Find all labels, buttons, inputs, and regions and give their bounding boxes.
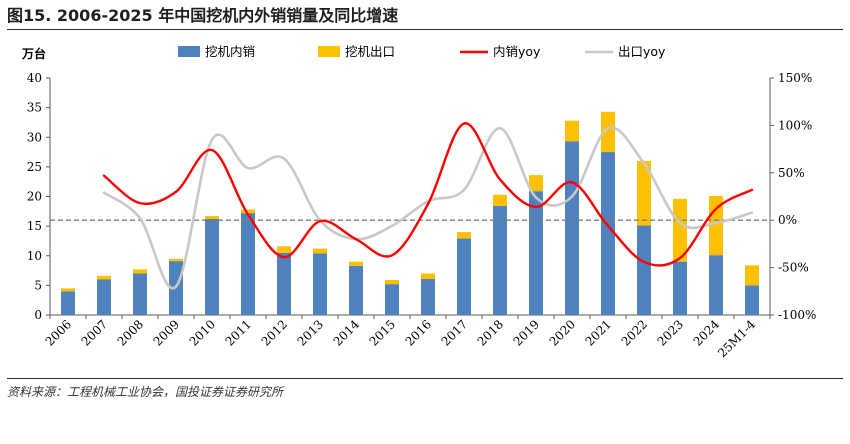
x-axis-category-label: 2021 [583,317,614,348]
x-axis-category-label: 2010 [187,317,218,348]
bar-export-sales [637,160,651,226]
bar-export-sales [97,275,111,280]
x-axis-category-label: 2015 [367,317,398,348]
bar-export-sales [61,288,75,292]
x-axis-category-label: 2018 [475,317,506,348]
bar-domestic-sales [493,205,507,315]
bar-domestic-sales [637,225,651,315]
chart-title: 图15. 2006-2025 年中国挖机内外销销量及同比增速 [7,6,399,25]
bar-export-sales [709,195,723,256]
bar-export-sales [133,269,147,274]
legend-label: 挖机出口 [345,44,395,59]
bar-export-sales [349,261,363,266]
legend-swatch-domestic [178,46,200,57]
bar-export-sales [565,120,579,142]
x-axis-category-label: 25M1-4 [715,317,758,360]
x-axis-category-label: 2008 [115,317,146,348]
bar-export-sales [745,265,759,286]
left-axis-tick-label: 5 [34,278,42,292]
bar-domestic-sales [421,278,435,315]
title-divider [7,29,843,30]
bar-domestic-sales [61,291,75,315]
bar-domestic-sales [601,152,615,315]
legend-label: 出口yoy [618,44,666,59]
bar-domestic-sales [745,285,759,315]
right-axis-tick-label: 150% [778,71,812,85]
bar-domestic-sales [709,255,723,315]
bar-export-sales [169,258,183,262]
x-axis-category-label: 2024 [691,317,723,349]
legend-label: 内销yoy [493,44,541,59]
bar-domestic-sales [97,279,111,315]
left-axis-tick-label: 25 [27,160,42,174]
bar-export-sales [529,175,543,192]
bars [61,111,759,315]
x-axis-category-label: 2013 [295,317,326,348]
bar-export-sales [205,216,219,220]
left-axis-unit-label: 万台 [22,47,47,61]
bar-domestic-sales [205,219,219,315]
x-axis-category-label: 2017 [439,317,470,348]
right-axis-tick-label: 100% [778,118,812,132]
x-axis-category-label: 2019 [511,317,542,348]
source-divider [7,378,843,379]
right-axis-tick-label: 0% [778,213,797,227]
x-axis-category-label: 2009 [151,317,182,348]
bar-export-sales [673,198,687,262]
line-domestic-yoy [102,122,754,267]
right-axis-tick-label: -50% [778,261,809,275]
x-axis-category-label: 2023 [655,317,686,348]
bar-domestic-sales [529,191,543,315]
bar-export-sales [277,246,291,253]
left-axis-tick-label: 15 [27,219,42,233]
x-axis-category-label: 2011 [223,317,254,348]
bar-export-sales [421,273,435,279]
legend: 挖机内销 挖机出口 内销yoy 出口yoy [178,44,666,59]
bar-domestic-sales [241,213,255,315]
bar-export-sales [601,111,615,153]
bar-domestic-sales [133,273,147,315]
bar-domestic-sales [673,261,687,315]
bar-domestic-sales [349,265,363,315]
line-export-yoy [102,126,754,290]
left-axis-tick-label: 10 [27,249,42,263]
x-axis-category-label: 2014 [331,317,363,349]
left-axis-tick-label: 0 [34,308,42,322]
bar-domestic-sales [565,141,579,315]
bar-domestic-sales [457,238,471,315]
x-axis-category-label: 2007 [79,317,110,348]
bar-domestic-sales [385,284,399,315]
x-axis-category-label: 2016 [403,317,434,348]
left-axis-tick-label: 35 [27,101,42,115]
bar-export-sales [385,280,399,285]
bar-domestic-sales [277,252,291,315]
left-axis-tick-label: 30 [27,130,42,144]
x-axis-category-label: 2012 [259,317,290,348]
right-axis-tick-label: 50% [778,166,805,180]
legend-swatch-export [318,46,340,57]
x-axis-category-label: 2020 [547,317,578,348]
bar-export-sales [493,194,507,206]
bar-export-sales [313,248,327,254]
left-axis-tick-label: 40 [27,71,42,85]
left-axis-tick-label: 20 [27,190,42,204]
x-axis-category-label: 2022 [619,317,650,348]
bar-domestic-sales [313,253,327,315]
legend-label: 挖机内销 [205,44,255,59]
series-lines [102,122,754,290]
bar-export-sales [241,209,255,214]
source-note: 资料来源：工程机械工业协会，国投证券证券研究所 [7,385,284,399]
bar-export-sales [457,232,471,239]
chart-canvas: 0 5 10 15 20 25 30 35 40 -100% -50% 0% 50% 100% 150% 20… [27,44,817,360]
right-axis-tick-label: -100% [778,308,816,322]
x-axis-category-label: 2006 [43,317,74,348]
